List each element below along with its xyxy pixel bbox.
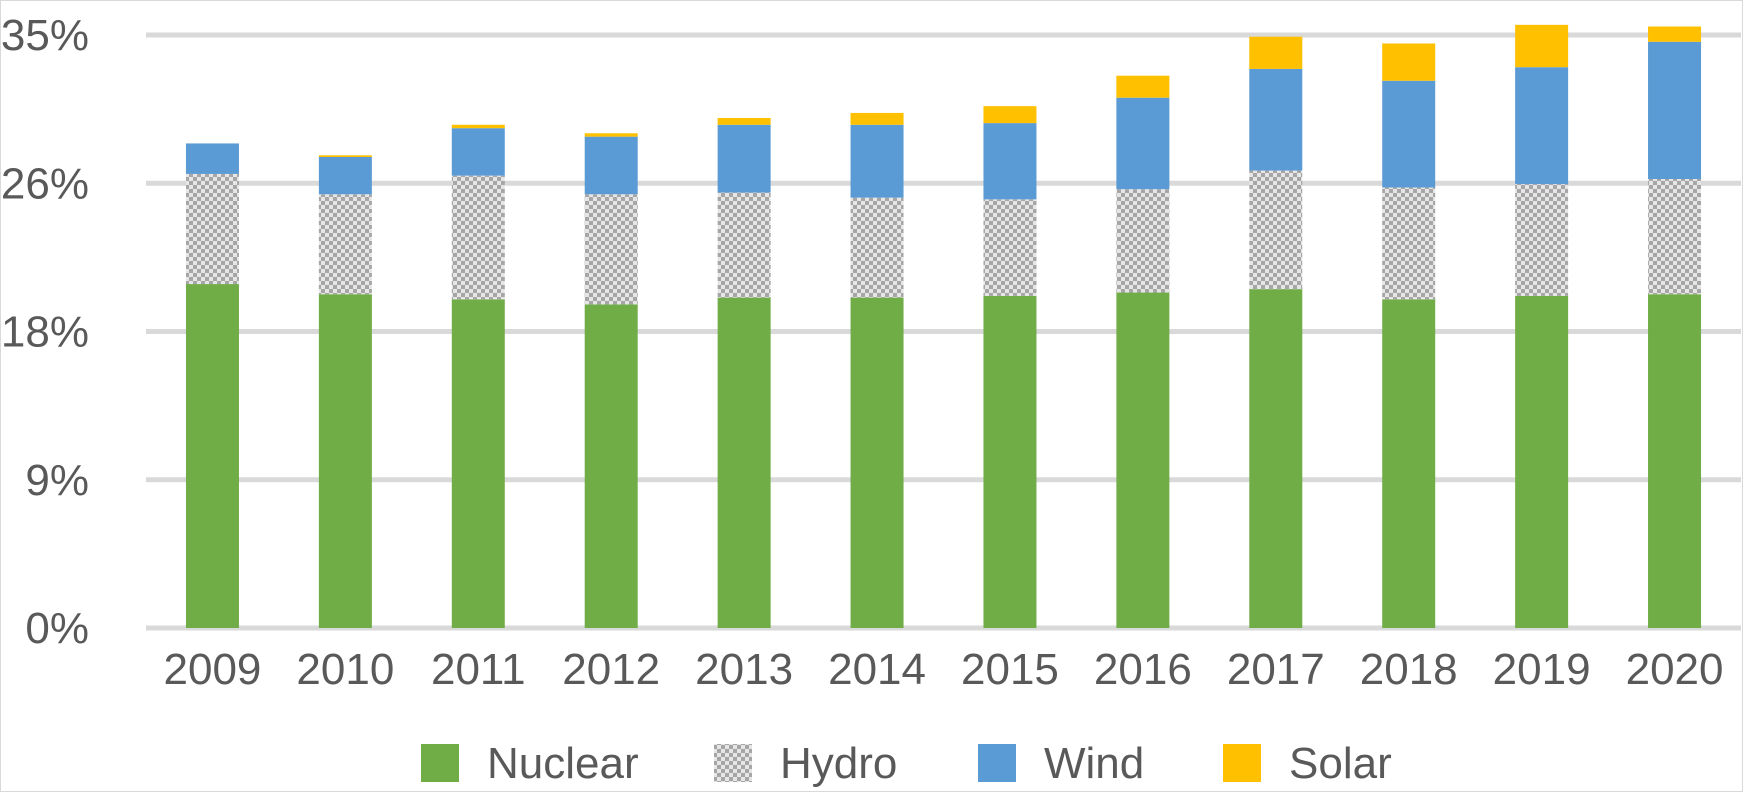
y-tick-label: 9%: [25, 456, 89, 505]
y-tick-label: 26%: [1, 159, 89, 208]
bar-hydro-2009: [185, 173, 239, 285]
legend-swatch-solar: [1223, 744, 1261, 782]
x-tick-label: 2017: [1227, 645, 1325, 694]
bar-hydro-2012: [584, 194, 638, 305]
bar-hydro-2011: [451, 175, 505, 300]
bar-nuclear-2017: [1249, 289, 1303, 628]
bar-wind-2017: [1249, 68, 1303, 171]
bar-wind-2012: [584, 136, 638, 195]
bar-nuclear-2020: [1648, 294, 1702, 628]
bar-nuclear-2011: [451, 299, 505, 628]
bar-nuclear-2018: [1382, 299, 1436, 628]
y-tick-label: 0%: [25, 604, 89, 653]
legend-label-hydro: Hydro: [780, 739, 897, 788]
bar-wind-2015: [983, 123, 1037, 200]
bar-hydro-2018: [1382, 187, 1436, 300]
bar-wind-2013: [717, 124, 771, 193]
x-tick-label: 2014: [828, 645, 926, 694]
bar-wind-2019: [1515, 67, 1569, 185]
bar-solar-2013: [717, 118, 771, 125]
x-tick-label: 2018: [1360, 645, 1458, 694]
legend-label-solar: Solar: [1289, 739, 1392, 788]
x-tick-label: 2013: [695, 645, 793, 694]
legend-swatch-wind: [978, 744, 1016, 782]
legend-swatch-hydro: [714, 744, 752, 782]
y-axis-ticks: 0% 9% 18% 26% 35%: [1, 11, 89, 653]
x-tick-label: 2015: [961, 645, 1059, 694]
bar-solar-2019: [1515, 24, 1569, 68]
x-tick-label: 2011: [431, 645, 526, 694]
bar-nuclear-2015: [983, 295, 1037, 628]
bar-wind-2020: [1648, 41, 1702, 180]
bar-hydro-2014: [850, 197, 904, 298]
y-tick-label: 35%: [1, 11, 89, 60]
x-axis-ticks: 2009 2010 2011 2012 2013 2014 2015 2016 2017 2018…: [164, 645, 1724, 694]
x-tick-label: 2020: [1626, 645, 1724, 694]
bar-solar-2011: [451, 124, 505, 129]
bar-solar-2017: [1249, 36, 1303, 69]
gridlines: [146, 32, 1741, 631]
x-tick-label: 2009: [164, 645, 262, 694]
bars: [185, 24, 1702, 628]
bar-solar-2010: [318, 155, 372, 157]
x-tick-label: 2012: [562, 645, 660, 694]
bar-wind-2018: [1382, 80, 1436, 188]
bar-nuclear-2014: [850, 297, 904, 628]
bar-solar-2012: [584, 133, 638, 137]
bar-nuclear-2013: [717, 297, 771, 628]
bar-solar-2014: [850, 112, 904, 125]
bar-hydro-2010: [318, 194, 372, 295]
bar-hydro-2013: [717, 192, 771, 298]
bar-hydro-2016: [1116, 189, 1170, 293]
bar-wind-2011: [451, 128, 505, 176]
bar-solar-2016: [1116, 75, 1170, 98]
bar-wind-2016: [1116, 97, 1170, 190]
bar-nuclear-2019: [1515, 295, 1569, 628]
x-tick-label: 2016: [1094, 645, 1192, 694]
y-tick-label: 18%: [1, 308, 89, 357]
bar-solar-2018: [1382, 43, 1436, 81]
bar-hydro-2020: [1648, 179, 1702, 295]
legend: Nuclear Hydro Wind Solar: [421, 739, 1392, 788]
x-tick-label: 2010: [296, 645, 394, 694]
bar-nuclear-2016: [1116, 292, 1170, 628]
bar-wind-2010: [318, 156, 372, 195]
bar-solar-2015: [983, 106, 1037, 124]
legend-label-nuclear: Nuclear: [487, 739, 639, 788]
bar-nuclear-2010: [318, 294, 372, 628]
bar-hydro-2019: [1515, 184, 1569, 296]
bar-nuclear-2012: [584, 304, 638, 628]
bar-hydro-2015: [983, 199, 1037, 296]
bar-hydro-2017: [1249, 170, 1303, 290]
bar-wind-2009: [185, 143, 239, 174]
legend-label-wind: Wind: [1044, 739, 1144, 788]
bar-nuclear-2009: [185, 284, 239, 628]
legend-swatch-nuclear: [421, 744, 459, 782]
x-tick-label: 2019: [1493, 645, 1591, 694]
bar-wind-2014: [850, 124, 904, 198]
bar-solar-2020: [1648, 26, 1702, 42]
